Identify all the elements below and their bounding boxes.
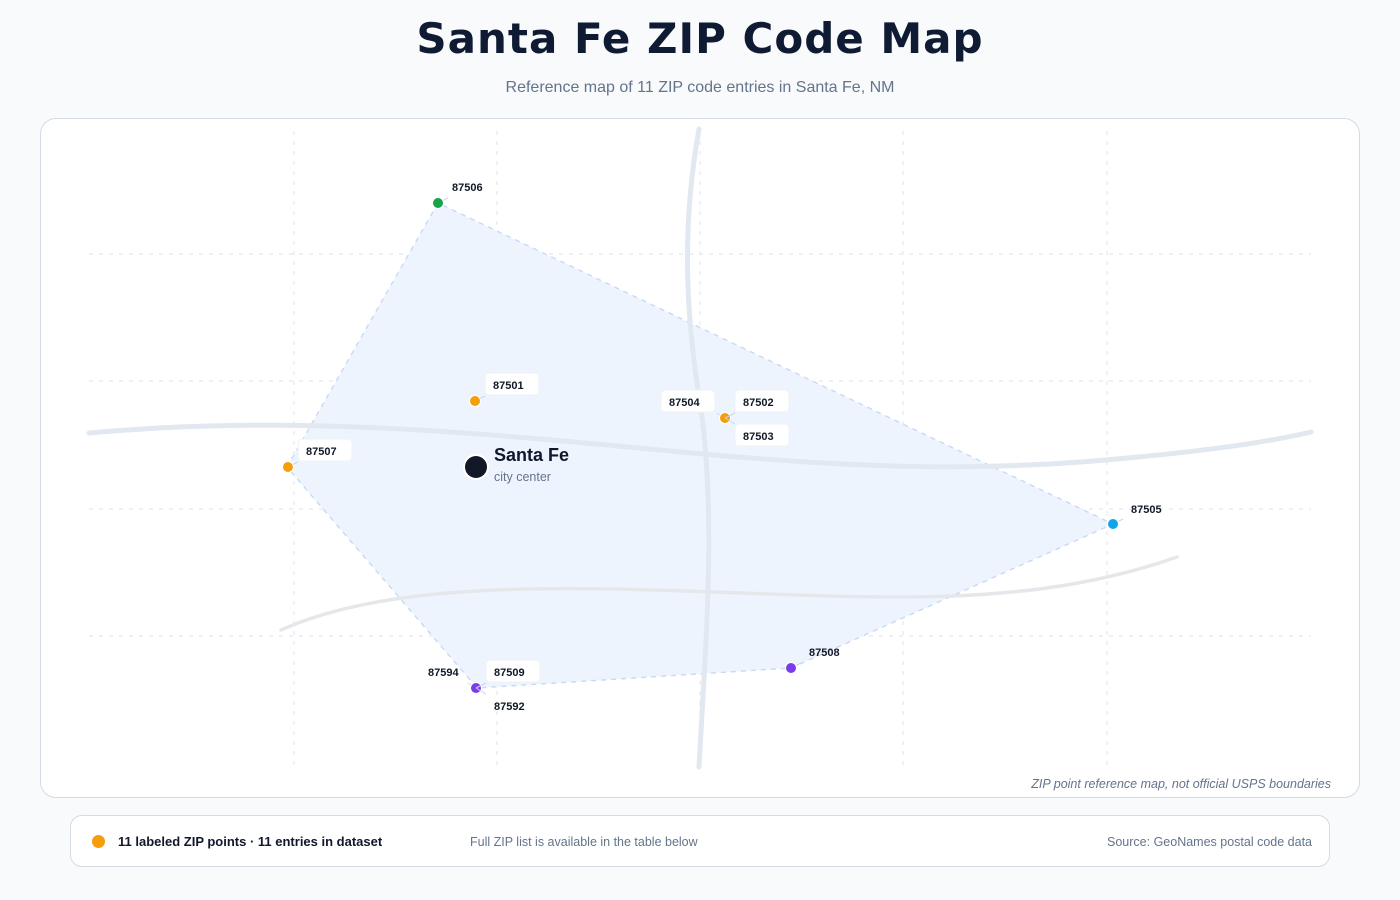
zip-point-87592: 87592 <box>475 687 525 713</box>
zip-coverage-area <box>286 202 1115 689</box>
zip-label-box <box>484 372 540 396</box>
city-marker-dot <box>465 456 487 478</box>
zip-label: 87508 <box>809 647 840 659</box>
zip-label-box <box>297 438 353 462</box>
zip-label: 87501 <box>493 380 524 392</box>
zip-label: 87507 <box>306 446 337 458</box>
zip-leader-line <box>475 682 487 689</box>
zip-label: 87505 <box>1131 504 1162 516</box>
legend-note: Full ZIP list is available in the table … <box>470 835 698 849</box>
zip-label: 87509 <box>494 667 525 679</box>
zip-leader-line <box>724 412 736 419</box>
zip-label: 87506 <box>452 182 483 194</box>
zip-point-87503: 87503 <box>724 417 790 447</box>
data-source: Source: GeoNames postal code data <box>1107 835 1312 849</box>
page-title: Santa Fe ZIP Code Map <box>416 14 984 63</box>
zip-label: 87592 <box>494 701 525 713</box>
zip-marker-dot <box>470 396 480 406</box>
zip-leader-line <box>475 687 487 695</box>
city-center-marker: Santa Fe city center <box>463 445 569 484</box>
map-legend-bar: 11 labeled ZIP points · 11 entries in da… <box>70 815 1330 867</box>
city-caption: city center <box>494 470 551 484</box>
zip-marker-dot <box>786 663 796 673</box>
zip-label: 87504 <box>669 397 700 409</box>
page-subtitle: Reference map of 11 ZIP code entries in … <box>505 79 895 96</box>
zip-label: 87502 <box>743 397 774 409</box>
map-footnote: ZIP point reference map, not official US… <box>1031 777 1331 791</box>
zip-label-box <box>660 389 716 413</box>
map-canvas[interactable]: Santa Fe city center 87506 87501 87504 87502 8… <box>41 119 1359 797</box>
zip-label: 87503 <box>743 431 774 443</box>
zip-point-87505: 87505 <box>1112 504 1162 525</box>
zip-marker-dot <box>1108 519 1118 529</box>
zip-label: 87594 <box>428 667 459 679</box>
zip-point-87501: 87501 <box>474 372 540 402</box>
zip-point-87506: 87506 <box>437 182 483 204</box>
road-southern <box>279 555 1179 632</box>
map-panel[interactable]: Santa Fe city center 87506 87501 87504 87502 8… <box>40 118 1360 798</box>
city-name-label: Santa Fe <box>494 445 569 465</box>
zip-label-box <box>734 389 790 413</box>
legend-dot-icon <box>92 835 105 848</box>
legend-count: 11 labeled ZIP points · 11 entries in da… <box>118 834 383 849</box>
zip-leader-line <box>724 417 736 425</box>
zip-point-87502: 87502 <box>724 389 790 419</box>
zip-point-87509: 87509 <box>475 659 541 689</box>
road-east-west <box>86 422 1314 470</box>
zip-marker-dot <box>283 462 293 472</box>
zip-label-box <box>485 659 541 683</box>
zip-label-box <box>734 423 790 447</box>
zip-marker-dot <box>433 198 443 208</box>
